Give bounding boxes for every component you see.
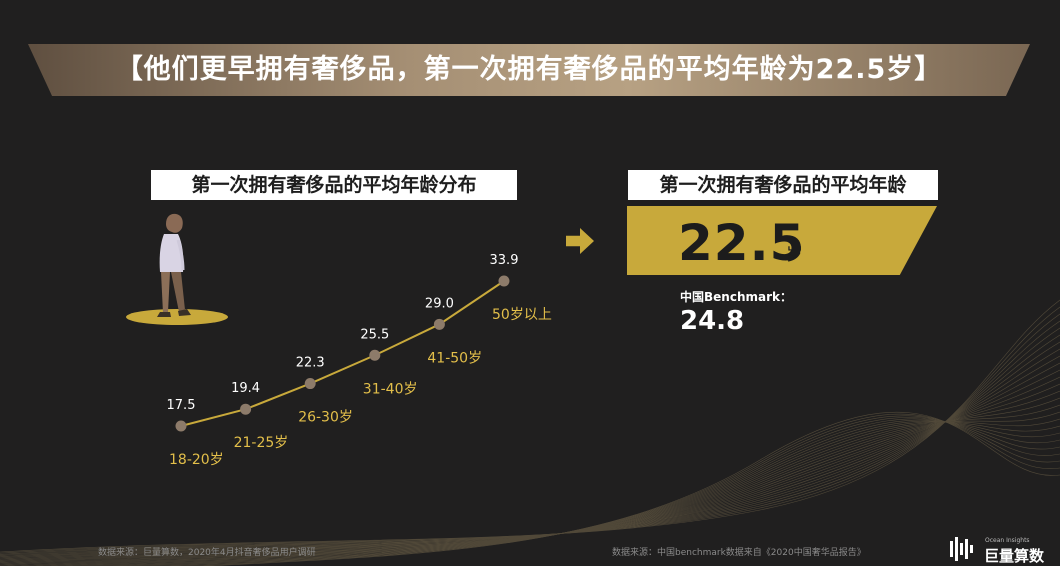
- title-banner: [28, 44, 1030, 96]
- footer-source-right: 数据来源：中国benchmark数据来自《2020中国奢华品报告》: [612, 548, 866, 558]
- data-point: [304, 378, 316, 390]
- data-value-label: 33.9: [490, 253, 519, 268]
- data-point: [240, 403, 252, 415]
- average-age-value: 22.5: [678, 214, 806, 272]
- data-value-label: 22.3: [296, 356, 325, 371]
- data-value-label: 17.5: [167, 398, 196, 413]
- category-label: 26-30岁: [298, 410, 353, 426]
- data-value-label: 29.0: [425, 296, 454, 311]
- category-label: 41-50岁: [427, 350, 482, 366]
- data-value-label: 19.4: [231, 381, 260, 396]
- benchmark-value: 24.8: [680, 306, 745, 336]
- category-label: 50岁以上: [492, 307, 552, 323]
- data-point: [175, 420, 187, 432]
- page-title: 【他们更早拥有奢侈品，第一次拥有奢侈品的平均年龄为22.5岁】: [115, 54, 943, 85]
- ocean-insights-logo-icon: [950, 537, 973, 561]
- footer-source-left: 数据来源：巨量算数，2020年4月抖音奢侈品用户调研: [98, 548, 316, 558]
- series-line: [180, 280, 505, 427]
- chart-label-box: 第一次拥有奢侈品的平均年龄分布: [151, 170, 517, 200]
- data-point: [369, 349, 381, 361]
- logo-text-cn: 巨量算数: [984, 547, 1045, 565]
- benchmark-label: 中国Benchmark：: [680, 290, 792, 304]
- average-age-label-box: 第一次拥有奢侈品的平均年龄: [628, 170, 938, 200]
- average-age-unit: 岁: [786, 245, 803, 265]
- category-label: 31-40岁: [363, 381, 418, 397]
- category-label: 21-25岁: [234, 435, 289, 451]
- category-label: 18-20岁: [169, 452, 224, 468]
- logo-text-en: Ocean Insights: [985, 537, 1030, 544]
- data-value-label: 25.5: [360, 327, 389, 342]
- average-age-panel: [627, 206, 937, 275]
- data-point: [433, 318, 445, 330]
- data-point: [498, 275, 510, 287]
- person-figure-icon: [126, 213, 228, 325]
